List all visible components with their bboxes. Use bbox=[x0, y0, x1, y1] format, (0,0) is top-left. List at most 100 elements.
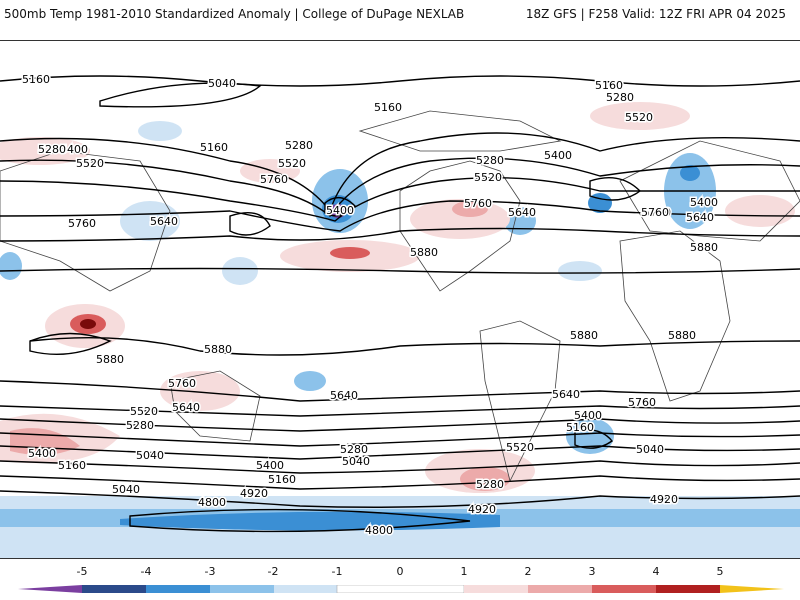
contour-label: 5640 bbox=[508, 206, 536, 219]
colorbar-tick-label: 1 bbox=[460, 565, 468, 578]
usa-warm-core bbox=[452, 201, 488, 217]
contour-label: 5760 bbox=[643, 206, 671, 219]
contour-5160-south bbox=[0, 460, 800, 474]
contour-5160-north bbox=[0, 75, 800, 87]
contour-label: 4800 bbox=[365, 524, 393, 537]
asia-coast bbox=[0, 150, 171, 292]
colorbar-swatch bbox=[146, 585, 210, 593]
contour-5520 bbox=[0, 176, 800, 222]
europe-cold-core bbox=[680, 165, 700, 181]
contour-5760-south bbox=[0, 380, 800, 402]
southatlantic-cold bbox=[566, 418, 614, 454]
contour-label: 5160 bbox=[566, 421, 594, 434]
north-america-coast bbox=[399, 160, 521, 292]
eurasia-west-coast bbox=[619, 140, 800, 242]
southpacific-warm-core bbox=[460, 467, 510, 491]
colorbar-swatch bbox=[720, 585, 784, 593]
contour-label: 4920 bbox=[468, 503, 496, 516]
contour-label: 5280 bbox=[476, 154, 504, 167]
contour-label: 5520 bbox=[506, 441, 534, 454]
contour-5880-indian bbox=[29, 332, 112, 355]
contour-label: 5640 bbox=[330, 389, 358, 402]
contour-5880-south bbox=[29, 336, 800, 356]
contour-label: 5400 bbox=[256, 459, 284, 472]
contour-label: 5880 bbox=[96, 353, 124, 366]
midatlantic-cold bbox=[588, 193, 612, 213]
colorbar-tick-label: 0 bbox=[396, 565, 404, 578]
model-valid-time: 18Z GFS | F258 Valid: 12Z FRI APR 04 202… bbox=[525, 7, 786, 21]
contour-label: 5280 bbox=[38, 143, 66, 156]
contour-label: 5880 bbox=[668, 329, 696, 342]
contour-label: 5160 bbox=[22, 73, 50, 86]
contour-label: 5520 bbox=[278, 157, 306, 170]
westasia-warm bbox=[0, 137, 90, 165]
contour-label: 5760 bbox=[168, 377, 196, 390]
contour-label: 5160 bbox=[374, 101, 402, 114]
contour-5400 bbox=[0, 157, 800, 218]
contour-label: 5760 bbox=[68, 217, 96, 230]
contour-label: 5760 bbox=[464, 197, 492, 210]
colorbar-swatch bbox=[210, 585, 274, 593]
contour-label: 5880 bbox=[690, 241, 718, 254]
contour-label: 5400 bbox=[690, 196, 718, 209]
colorbar-swatch bbox=[274, 585, 337, 593]
colorbar-tick-label: 5 bbox=[716, 565, 724, 578]
contour-5640 bbox=[0, 200, 800, 232]
contour-5040-north bbox=[99, 82, 262, 108]
contour-label: 5040 bbox=[342, 455, 370, 468]
west-edge-cold bbox=[0, 252, 22, 280]
australia-warm bbox=[160, 371, 240, 411]
contour-label: 5400 bbox=[28, 447, 56, 460]
contour-label: 5160 bbox=[200, 141, 228, 154]
contour-label: 5400 bbox=[326, 204, 354, 217]
southpacific-cold bbox=[294, 371, 326, 391]
japan-warm bbox=[240, 159, 300, 183]
contour-label: 5640 bbox=[150, 215, 178, 228]
pacific-cold-small bbox=[222, 257, 258, 285]
asia-east-warm bbox=[725, 195, 795, 227]
contour-label: 5040 bbox=[636, 443, 664, 456]
colorbar-tick-label: -1 bbox=[331, 565, 343, 578]
contour-label: 5040 bbox=[136, 449, 164, 462]
contour-label: 5520 bbox=[130, 405, 158, 418]
contour-label: 5040 bbox=[112, 483, 140, 496]
contour-5040-south bbox=[0, 475, 800, 490]
colorbar-swatch bbox=[592, 585, 656, 593]
colorbar-swatch bbox=[528, 585, 592, 593]
colorbar-swatch bbox=[464, 585, 528, 593]
contour-label: 5880 bbox=[410, 246, 438, 259]
contour-5760-atlantic bbox=[589, 177, 642, 201]
africa-coast bbox=[619, 230, 731, 402]
siberia-cold bbox=[138, 121, 182, 141]
colorbar-swatch bbox=[82, 585, 146, 593]
contour-5880-north bbox=[0, 267, 800, 274]
height-contours bbox=[0, 75, 800, 533]
colorbar-tick-label: -5 bbox=[76, 565, 88, 578]
contour-label: 5520 bbox=[625, 111, 653, 124]
contour-5640-south bbox=[0, 405, 800, 417]
contour-labels: 5160 5040 5160 5280 5400 5520 5160 5280 … bbox=[21, 72, 720, 539]
contour-label: 5280 bbox=[606, 91, 634, 104]
south-america-coast bbox=[479, 320, 561, 483]
contour-label: 4920 bbox=[240, 487, 268, 500]
contour-label: 5880 bbox=[570, 329, 598, 342]
contour-label: 5520 bbox=[76, 157, 104, 170]
contour-label: 5520 bbox=[474, 171, 502, 184]
colorbar: -5 -4 -3 -2 -1 0 1 2 3 4 5 bbox=[0, 565, 800, 600]
colorbar-tick-label: 4 bbox=[652, 565, 660, 578]
contour-label: 5760 bbox=[260, 173, 288, 186]
contour-label: 5760 bbox=[641, 206, 669, 219]
anomaly-map: 5160 5040 5160 5280 5400 5520 5160 5280 … bbox=[0, 72, 800, 558]
contour-label: 5160 bbox=[595, 79, 623, 92]
warm-anomaly-shading bbox=[0, 102, 795, 493]
contour-label: 4920 bbox=[650, 493, 678, 506]
contour-label: 5400 bbox=[544, 149, 572, 162]
contour-5280-south bbox=[0, 445, 800, 460]
contour-5760 bbox=[0, 227, 800, 242]
map-panel: 5160 5040 5160 5280 5400 5520 5160 5280 … bbox=[0, 40, 800, 559]
colorbar-tick-label: 2 bbox=[524, 565, 532, 578]
contour-label: 5280 bbox=[476, 478, 504, 491]
colorbar-tick-label: -4 bbox=[140, 565, 152, 578]
contour-label: 5280 bbox=[285, 139, 313, 152]
contour-label: 5280 bbox=[126, 419, 154, 432]
